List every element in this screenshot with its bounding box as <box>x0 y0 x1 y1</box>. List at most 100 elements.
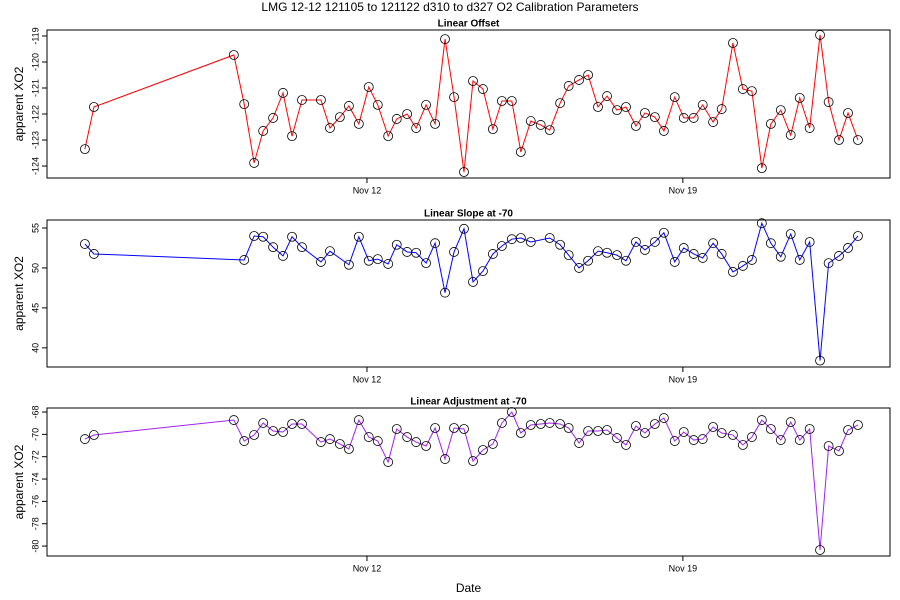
data-point <box>478 84 488 94</box>
data-point <box>659 227 669 238</box>
data-point <box>640 108 650 118</box>
data-point <box>468 277 478 287</box>
data-point <box>344 259 354 270</box>
data-point <box>506 96 517 106</box>
data-point <box>506 407 517 417</box>
data-point <box>747 432 757 442</box>
data-point <box>785 229 796 239</box>
data-point <box>287 131 297 142</box>
data-point <box>89 249 99 259</box>
data-point <box>775 251 786 262</box>
data-point <box>785 417 796 427</box>
data-point <box>794 92 805 103</box>
data-point <box>756 163 767 174</box>
data-point <box>728 430 738 440</box>
data-point <box>496 96 507 106</box>
data-point <box>363 432 374 442</box>
data-point <box>239 255 250 265</box>
data-point <box>815 30 825 40</box>
data-point <box>478 445 488 455</box>
x-tick-label: Nov 12 <box>353 374 382 384</box>
data-point <box>688 249 699 259</box>
data-point <box>487 124 498 135</box>
y-tick-label: -122 <box>30 105 40 123</box>
data-point <box>411 123 422 133</box>
data-point <box>716 428 727 438</box>
y-tick-label: -78 <box>30 517 40 530</box>
data-point <box>278 88 288 98</box>
plot-frame <box>46 29 891 179</box>
data-point <box>459 424 469 434</box>
data-point <box>563 81 574 91</box>
plot-frame <box>46 219 891 368</box>
data-point <box>612 105 622 116</box>
data-point <box>325 246 335 257</box>
panel-title: Linear Offset <box>438 19 500 30</box>
data-point <box>515 233 526 243</box>
x-tick-label: Nov 19 <box>669 185 698 195</box>
data-point <box>535 120 546 130</box>
data-point <box>583 70 593 80</box>
data-point <box>747 255 757 265</box>
data-point <box>697 100 708 110</box>
x-tick-label: Nov 19 <box>669 563 698 573</box>
data-point <box>555 239 566 250</box>
data-point <box>593 102 603 112</box>
data-point <box>80 434 90 444</box>
data-point <box>697 434 708 444</box>
panel-title: Linear Adjustment at -70 <box>410 397 527 408</box>
data-point <box>402 109 413 119</box>
data-point <box>239 99 250 110</box>
data-point <box>612 433 622 443</box>
x-tick-label: Nov 12 <box>353 563 382 573</box>
data-point <box>621 255 631 266</box>
y-axis-label: apparent XO2 <box>12 444 26 519</box>
data-point <box>478 266 488 277</box>
data-point <box>555 419 566 429</box>
data-point <box>612 250 622 261</box>
data-point <box>688 113 699 123</box>
data-point <box>258 418 269 428</box>
data-point <box>669 436 680 446</box>
data-point <box>555 98 566 108</box>
data-point <box>391 114 402 124</box>
y-tick-label: -119 <box>30 27 40 44</box>
data-point <box>640 245 650 255</box>
data-point <box>794 435 805 445</box>
page-title: LMG 12-12 121105 to 121122 d310 to d327 … <box>261 0 638 14</box>
data-point <box>804 237 815 247</box>
data-point <box>853 231 863 241</box>
data-point <box>649 237 660 247</box>
y-tick-label: -80 <box>30 540 40 553</box>
data-point <box>602 425 612 435</box>
data-point <box>383 131 394 142</box>
data-point <box>747 86 757 97</box>
data-point <box>525 116 536 126</box>
y-tick-label: 40 <box>30 343 40 353</box>
y-tick-label: -124 <box>30 157 40 175</box>
y-axis-label: apparent XO2 <box>12 66 26 141</box>
data-point <box>728 267 738 277</box>
data-point <box>834 446 844 456</box>
data-point <box>823 258 834 269</box>
data-point <box>708 238 718 249</box>
data-point <box>268 426 278 436</box>
data-point <box>765 118 776 129</box>
data-point <box>402 432 413 442</box>
data-point <box>631 237 641 247</box>
data-point <box>278 427 288 437</box>
data-point <box>89 102 99 112</box>
data-point <box>669 92 680 103</box>
data-point <box>249 430 260 440</box>
y-tick-label: -68 <box>30 406 40 419</box>
data-point <box>775 435 786 445</box>
data-point <box>316 257 326 267</box>
data-point <box>563 423 574 433</box>
data-point <box>823 441 834 451</box>
x-tick-label: Nov 12 <box>353 185 382 195</box>
data-point <box>487 249 498 259</box>
data-point <box>228 50 239 60</box>
y-tick-label: -121 <box>30 79 40 97</box>
data-point <box>583 255 593 266</box>
